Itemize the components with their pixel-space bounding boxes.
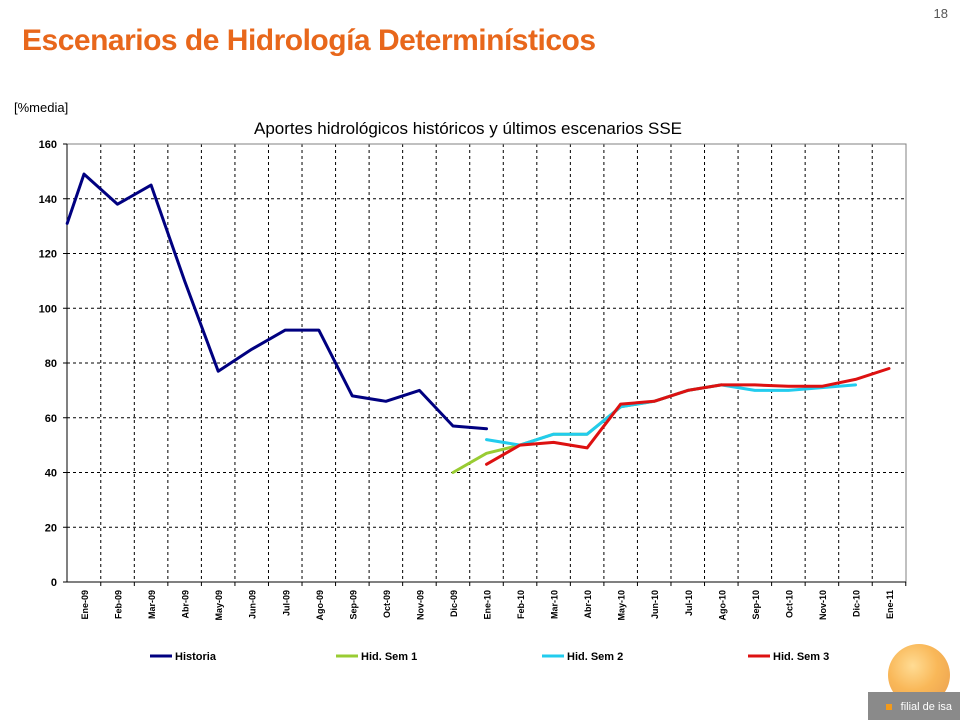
x-tick-label: Sep-10 [751,590,761,620]
chart-grid [67,144,906,582]
legend-item: Historia [150,651,217,663]
y-tick-label: 100 [39,303,57,315]
brand-footer: filial de isa [868,644,960,720]
legend-label: Hid. Sem 2 [567,651,623,663]
x-tick-label: Jun-09 [248,590,258,619]
y-tick-label: 80 [45,358,57,370]
chart-title: Aportes hidrológicos históricos y último… [254,119,682,138]
y-tick-label: 140 [39,194,57,206]
slide-number: 18 [933,6,948,21]
legend-item: Hid. Sem 3 [748,651,829,663]
series-line-hid-sem-3 [485,367,891,466]
x-tick-label: Oct-09 [382,590,392,618]
y-tick-label: 120 [39,249,57,261]
x-tick-label: Mar-09 [147,590,157,619]
x-tick-label: Sep-09 [348,590,358,620]
x-tick-label: Abr-09 [181,590,191,619]
y-tick-label: 0 [51,577,57,589]
x-tick-label: Feb-09 [114,590,124,619]
x-tick-label: Oct-10 [784,590,794,618]
x-tick-label: Nov-09 [415,590,425,620]
y-tick-label: 20 [45,522,57,534]
y-tick-label: 60 [45,413,57,425]
x-tick-label: Feb-10 [516,590,526,619]
x-tick-label: Mar-10 [550,590,560,619]
legend-label: Hid. Sem 1 [361,651,417,663]
x-tick-label: Jul-10 [684,590,694,616]
chart-series [65,172,891,474]
x-tick-label: May-10 [617,590,627,621]
legend-item: Hid. Sem 1 [336,651,417,663]
brand-bar [868,692,960,720]
x-tick-label: Ago-10 [717,590,727,621]
y-tick-label: 160 [39,139,57,151]
y-tick-label: 40 [45,468,57,480]
x-tick-label: Jun-10 [650,590,660,619]
x-tick-label: Nov-10 [818,590,828,620]
x-tick-label: May-09 [214,590,224,621]
legend-item: Hid. Sem 2 [542,651,623,663]
x-tick-label: Abr-10 [583,590,593,619]
x-tick-label: Ene-11 [885,590,895,619]
x-tick-label: Ene-10 [483,590,493,620]
chart-axes: 0 20 40 60 80 100 120 140 160 Ene-09 Feb-09 Mar-09 A… [39,139,907,621]
legend-label: Historia [175,651,217,663]
plot-frame [66,143,907,583]
brand-footer-text: filial de isa [900,701,952,713]
x-tick-label: Jul-09 [281,590,291,616]
y-axis-unit-label: [%media] [14,100,69,115]
x-tick-label: Dic-09 [449,590,459,617]
brand-dot-icon [886,704,892,710]
x-tick-label: Ene-09 [80,590,90,620]
legend-label: Hid. Sem 3 [773,651,829,663]
series-line-historia [65,172,488,431]
x-tick-label: Dic-10 [851,590,861,617]
slide-title: Escenarios de Hidrología Determinísticos [22,24,596,57]
x-tick-label: Ago-09 [315,590,325,621]
chart-legend: Historia Hid. Sem 1 Hid. Sem 2 Hid. Sem 3 [150,651,829,663]
